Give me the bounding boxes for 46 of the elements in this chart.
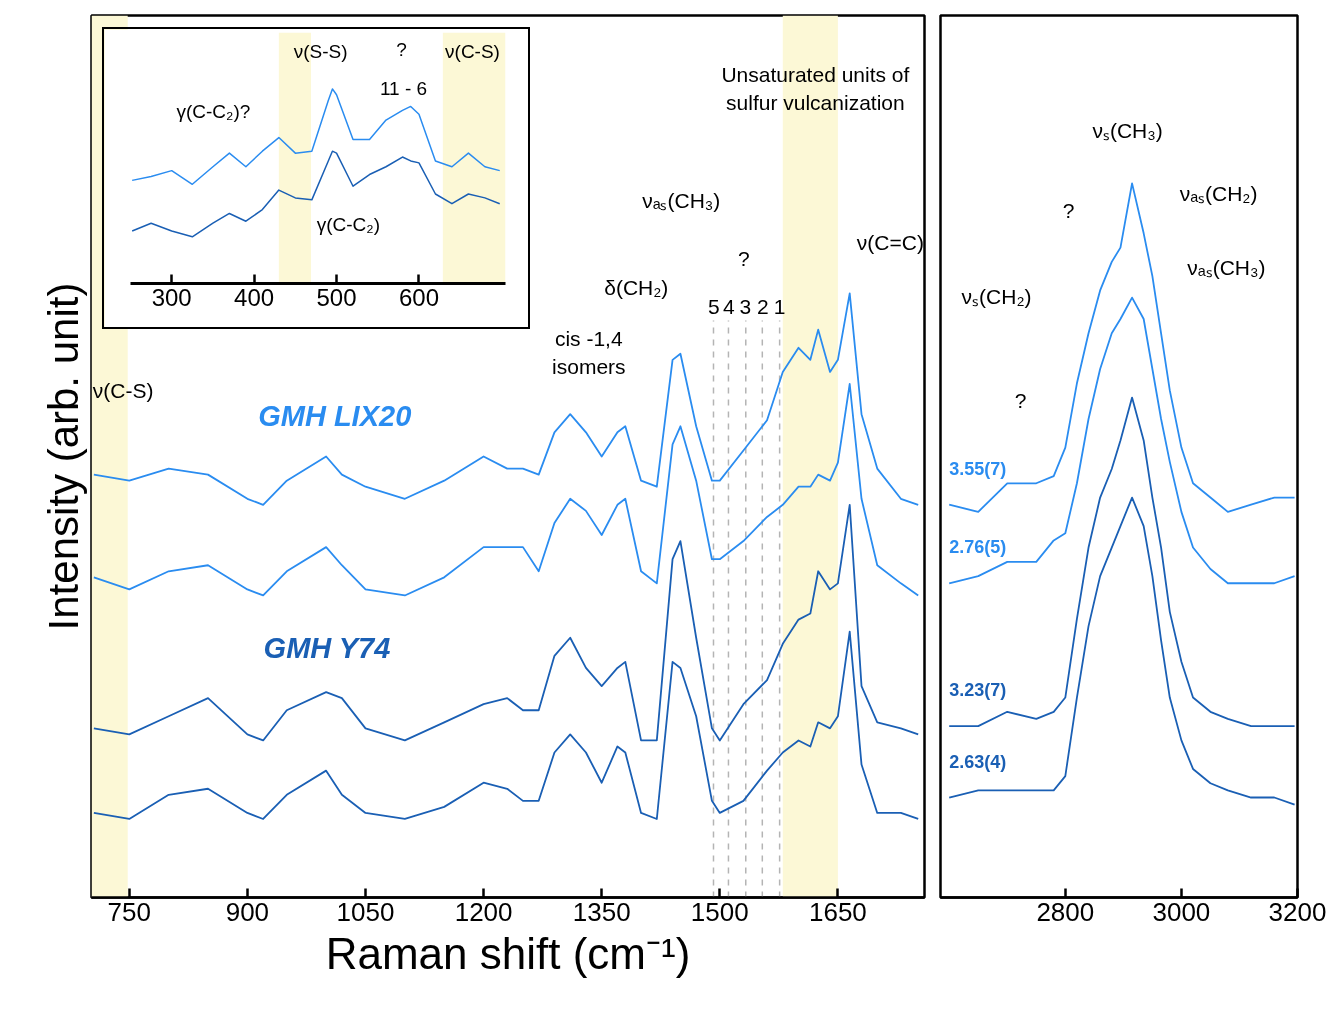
text: Unsaturated units of sulfur vulcanization — [721, 63, 910, 115]
text: ν(S-S) — [293, 41, 348, 63]
x-tick-label: 1650 — [808, 896, 867, 927]
annotation: νₛ(CH₂) — [961, 285, 1032, 309]
annotation: 1 — [773, 295, 786, 319]
annotation: δ(CH₂) — [604, 275, 669, 299]
annotation: γ(C-C₂)? — [176, 101, 251, 123]
annotation: νₐₛ(CH₃) — [1187, 256, 1266, 280]
text: ? — [737, 247, 750, 271]
x-tick-label: 900 — [225, 896, 270, 927]
annotation: ? — [1014, 389, 1027, 413]
x-tick-label: 3200 — [1268, 896, 1327, 927]
x-axis-title: Raman shift (cm⁻¹) — [325, 928, 691, 978]
x-tick-label: 500 — [316, 283, 357, 311]
series-label: 3.55(7) — [949, 458, 1007, 479]
x-tick-label: 750 — [107, 896, 151, 927]
annotation: 2 — [757, 295, 769, 319]
annotation: GMH Y74 — [263, 631, 391, 664]
x-tick-label: 2800 — [1036, 896, 1095, 927]
x-tick-label: 300 — [151, 283, 192, 311]
x-tick-label: 1500 — [690, 896, 749, 927]
annotation: 5 — [707, 295, 720, 319]
text: νₐₛ(CH₃) — [642, 189, 721, 213]
annotation: GMH LIX20 — [258, 399, 412, 432]
text: ν(C=C) — [856, 230, 924, 254]
x-tick-label: 1200 — [454, 896, 513, 927]
annotation: cis -1,4 isomers — [552, 327, 626, 378]
annotation: γ(C-C₂) — [316, 214, 381, 236]
text: ν(C-S) — [445, 41, 500, 63]
x-tick-label: 600 — [398, 283, 439, 311]
annotation: νₐₛ(CH₂) — [1179, 182, 1258, 206]
annotation: 4 — [722, 295, 735, 319]
x-tick-label: 400 — [234, 283, 275, 311]
x-tick-label: 1350 — [572, 896, 631, 927]
series-label: 3.23(7) — [949, 680, 1007, 701]
annotation: ν(C-S) — [92, 378, 154, 402]
series-label: 2.76(5) — [949, 537, 1007, 558]
annotation: 11 - 6 — [379, 77, 428, 99]
x-tick-label: 1050 — [336, 896, 395, 927]
series-label: 2.63(4) — [949, 751, 1007, 772]
y-axis-title: Intensity (arb. unit) — [39, 282, 87, 631]
text: νₛ(CH₃) — [1092, 118, 1163, 142]
text: ? — [396, 39, 407, 61]
annotation: ? — [1062, 198, 1075, 222]
annotation: 3 — [739, 295, 752, 319]
x-tick-label: 3000 — [1152, 896, 1211, 927]
